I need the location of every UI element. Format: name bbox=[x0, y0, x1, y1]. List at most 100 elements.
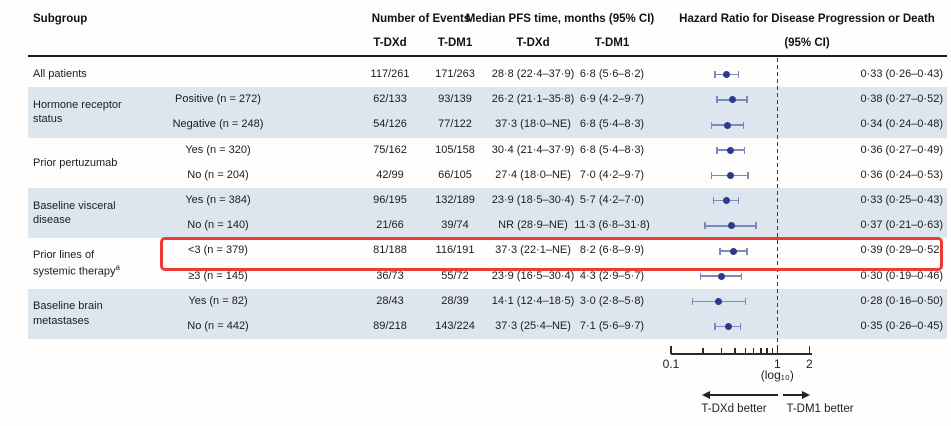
axis-major-tick bbox=[670, 345, 672, 354]
pfs-tdxd-cell: 37·3 (18·0–NE) bbox=[495, 118, 571, 131]
header-divider bbox=[28, 55, 947, 57]
ci-cap bbox=[712, 197, 715, 205]
level-cell: Negative (n = 248) bbox=[172, 118, 264, 131]
hr-point bbox=[726, 146, 734, 154]
ci-cap bbox=[742, 121, 745, 129]
subgroup-label-text: Baseline visceral disease bbox=[33, 199, 116, 227]
axis-scale-label: (log₁₀) bbox=[760, 368, 794, 382]
pfs-tdm1-cell: 7·1 (5·6–9·7) bbox=[579, 320, 645, 332]
ci-cap bbox=[714, 71, 716, 79]
subheader-pfs-tdxd: T-DXd bbox=[516, 37, 550, 49]
axis-major-tick bbox=[808, 345, 811, 354]
hr-text-cell: 0·30 (0·19–0·46) bbox=[860, 269, 943, 282]
axis-minor-tick bbox=[766, 348, 768, 353]
pfs-tdm1-cell: 5·7 (4·2–7·0) bbox=[579, 194, 645, 206]
events-tdm1-cell: 93/139 bbox=[438, 93, 472, 106]
ci-cap bbox=[710, 171, 713, 179]
ci-cap bbox=[746, 96, 748, 104]
ci-cap bbox=[714, 323, 716, 331]
ci-cap bbox=[737, 197, 740, 205]
axis-line bbox=[671, 353, 813, 355]
column-header-subgroup: Subgroup bbox=[33, 13, 88, 25]
events-tdm1-cell: 171/263 bbox=[435, 68, 475, 80]
events-tdm1-cell: 77/122 bbox=[438, 118, 472, 131]
axis-tick-label: 1 bbox=[773, 357, 781, 371]
level-cell: No (n = 442) bbox=[187, 320, 249, 332]
events-tdm1-cell: 105/158 bbox=[435, 143, 475, 156]
events-tdm1-cell: 66/105 bbox=[438, 168, 472, 181]
level-cell: Yes (n = 384) bbox=[185, 194, 251, 206]
pfs-tdm1-cell: 7·0 (4·2–9·7) bbox=[579, 168, 645, 181]
pfs-tdm1-cell: 6·8 (5·4–8·3) bbox=[579, 118, 645, 131]
pfs-tdxd-cell: 14·1 (12·4–18·5) bbox=[491, 294, 575, 307]
reference-line-hr1 bbox=[776, 58, 779, 352]
axis-minor-tick bbox=[720, 348, 723, 353]
axis-minor-tick bbox=[752, 348, 755, 353]
column-header-hazard-ratio: Hazard Ratio for Disease Progression or … bbox=[679, 13, 935, 25]
pfs-tdxd-cell: 37·3 (25·4–NE) bbox=[495, 320, 571, 332]
ci-cap bbox=[719, 247, 721, 255]
hr-text-cell: 0·34 (0·24–0·48) bbox=[860, 118, 943, 131]
column-header-median-pfs: Median PFS time, months (95% CI) bbox=[465, 13, 655, 25]
hr-text-cell: 0·35 (0·26–0·45) bbox=[860, 320, 943, 332]
events-tdm1-cell: 132/189 bbox=[435, 194, 475, 206]
subgroup-label: Baseline visceral disease bbox=[33, 188, 116, 238]
ci-cap bbox=[755, 222, 757, 230]
events-tdxd-cell: 75/162 bbox=[373, 143, 407, 156]
tdxd-better-arrowhead-icon bbox=[702, 391, 710, 399]
axis-major-tick bbox=[776, 345, 779, 354]
level-cell: ≥3 (n = 145) bbox=[188, 269, 248, 282]
tdxd-better-label: T-DXd better bbox=[701, 403, 767, 415]
hr-text-cell: 0·36 (0·24–0·53) bbox=[860, 168, 943, 181]
pfs-tdxd-cell: 37·3 (22·1–NE) bbox=[495, 244, 571, 257]
axis-tick-label: 2 bbox=[805, 357, 813, 371]
events-tdxd-cell: 62/133 bbox=[373, 93, 407, 106]
hr-point bbox=[726, 171, 734, 179]
events-tdm1-cell: 39/74 bbox=[441, 219, 469, 232]
ci-cap bbox=[746, 247, 748, 255]
hr-point bbox=[727, 222, 735, 230]
hr-point bbox=[722, 71, 730, 79]
subgroup-label: Prior lines of systemic therapya bbox=[33, 238, 120, 288]
ci-cap bbox=[747, 171, 749, 179]
level-cell: Yes (n = 82) bbox=[188, 294, 248, 307]
subgroup-label-text: Prior pertuzumab bbox=[33, 156, 118, 169]
shaded-band bbox=[28, 188, 947, 239]
events-tdm1-cell: 116/191 bbox=[435, 244, 475, 257]
hr-text-cell: 0·33 (0·26–0·43) bbox=[860, 68, 943, 80]
events-tdm1-cell: 55/72 bbox=[441, 269, 469, 282]
hr-text-cell: 0·28 (0·16–0·50) bbox=[860, 294, 943, 307]
axis-tick-label: 0.1 bbox=[662, 357, 680, 371]
ci-cap bbox=[704, 222, 707, 230]
events-tdxd-cell: 54/126 bbox=[373, 118, 407, 131]
ci-cap bbox=[739, 323, 742, 331]
shaded-band bbox=[28, 87, 947, 138]
pfs-tdm1-cell: 6·9 (4·2–9·7) bbox=[579, 93, 645, 106]
tdm1-better-arrowhead-icon bbox=[802, 391, 810, 399]
pfs-tdxd-cell: 23·9 (18·5–30·4) bbox=[491, 194, 575, 206]
tdxd-better-arrow bbox=[710, 394, 778, 396]
axis-minor-tick bbox=[734, 348, 736, 353]
ci-cap bbox=[743, 146, 746, 154]
subgroup-label: Baseline brain metastases bbox=[33, 289, 103, 339]
events-tdxd-cell: 81/188 bbox=[373, 244, 407, 257]
events-tdxd-cell: 117/261 bbox=[370, 68, 410, 80]
hr-point bbox=[729, 96, 737, 104]
ci-cap bbox=[744, 297, 747, 305]
ci-cap bbox=[710, 121, 713, 129]
hr-point bbox=[718, 272, 726, 280]
hr-point bbox=[715, 297, 723, 305]
pfs-tdxd-cell: 30·4 (21·4–37·9) bbox=[491, 143, 575, 156]
hr-point bbox=[723, 121, 731, 129]
subheader-hr-ci: (95% CI) bbox=[784, 37, 830, 49]
hr-text-cell: 0·38 (0·27–0·52) bbox=[860, 93, 943, 106]
subgroup-label-text: Baseline brain metastases bbox=[33, 300, 103, 327]
hr-point bbox=[722, 197, 730, 205]
shaded-band bbox=[28, 288, 947, 340]
pfs-tdxd-cell: 23·9 (16·5–30·4) bbox=[491, 269, 575, 282]
hr-point bbox=[730, 247, 738, 255]
subgroup-label-text: All patients bbox=[33, 68, 87, 81]
axis-minor-tick bbox=[760, 348, 762, 353]
events-tdxd-cell: 28/43 bbox=[376, 294, 404, 307]
subgroup-label-text: Hormone receptor status bbox=[33, 98, 122, 126]
